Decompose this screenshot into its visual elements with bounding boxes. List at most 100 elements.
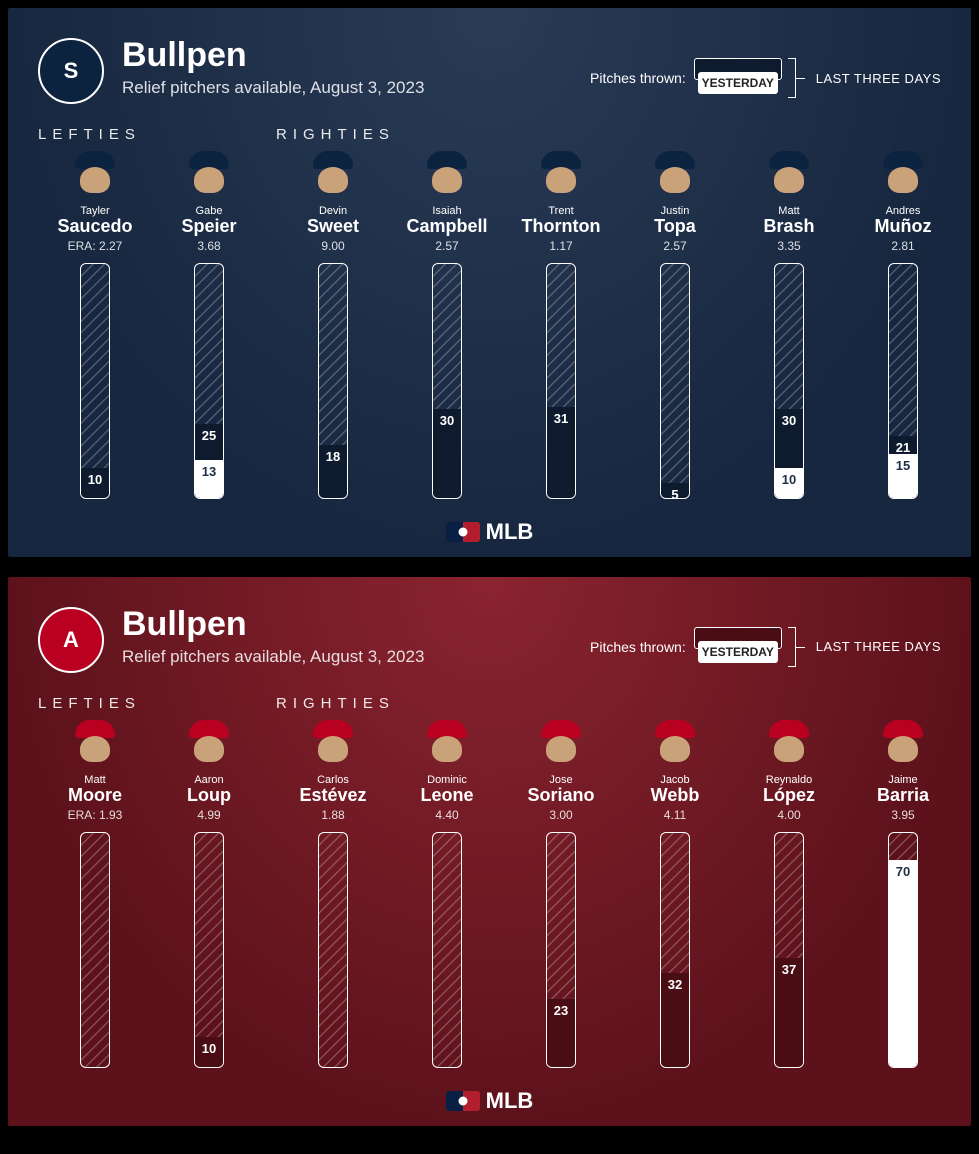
pitch-bar: 30 10 <box>774 263 804 499</box>
player-card: Aaron Loup 4.99 10 <box>152 718 266 1068</box>
bar-yesterday-value: 13 <box>202 464 216 479</box>
player-card: Carlos Estévez 1.88 <box>276 718 390 1068</box>
bar-yesterday-value: 15 <box>896 458 910 473</box>
bar-threeday-value: 30 <box>782 413 796 428</box>
player-last-name: Moore <box>68 786 122 806</box>
player-avatar <box>877 149 929 201</box>
bar-threeday-value: 23 <box>554 1003 568 1018</box>
player-card: Gabe Speier 3.68 25 13 <box>152 149 266 499</box>
title-block: Bullpen Relief pitchers available, Augus… <box>122 607 424 667</box>
legend-yesterday-label: YESTERDAY <box>698 72 778 94</box>
bar-threeday: 18 <box>319 445 347 498</box>
player-stat: 2.57 <box>435 239 458 253</box>
player-avatar <box>649 718 701 770</box>
pitch-bar: 32 <box>660 832 690 1068</box>
bullpen-panel: A Bullpen Relief pitchers available, Aug… <box>8 577 971 1126</box>
player-card: Justin Topa 2.57 5 <box>618 149 732 499</box>
player-stat: 2.81 <box>891 239 914 253</box>
player-card: Matt Moore ERA: 1.93 <box>38 718 152 1068</box>
player-first-name: Carlos <box>317 774 349 786</box>
player-last-name: Thornton <box>522 217 601 237</box>
player-stat: 2.57 <box>663 239 686 253</box>
player-avatar <box>421 149 473 201</box>
player-avatar <box>307 718 359 770</box>
face-icon <box>80 167 110 193</box>
bar-threeday-value: 21 <box>896 440 910 455</box>
face-icon <box>194 736 224 762</box>
bar-threeday: 23 <box>547 999 575 1067</box>
player-card: Dominic Leone 4.40 <box>390 718 504 1068</box>
player-first-name: Jacob <box>660 774 689 786</box>
player-avatar <box>307 149 359 201</box>
face-icon <box>318 736 348 762</box>
title-block: Bullpen Relief pitchers available, Augus… <box>122 38 424 98</box>
player-first-name: Reynaldo <box>766 774 812 786</box>
player-last-name: Campbell <box>406 217 487 237</box>
players-row: Tayler Saucedo ERA: 2.27 10 Gabe Speier … <box>38 149 266 499</box>
player-card: Isaiah Campbell 2.57 30 <box>390 149 504 499</box>
face-icon <box>318 167 348 193</box>
player-stat: 4.40 <box>435 808 458 822</box>
player-avatar <box>535 149 587 201</box>
legend-pitches-label: Pitches thrown: <box>590 639 686 655</box>
bar-threeday-value: 18 <box>326 449 340 464</box>
team-abbrev: S <box>64 58 79 84</box>
player-last-name: Speier <box>181 217 236 237</box>
bar-threeday-value: 31 <box>554 411 568 426</box>
bar-yesterday: 70 <box>889 860 917 1067</box>
player-last-name: Estévez <box>299 786 366 806</box>
player-card: Matt Brash 3.35 30 10 <box>732 149 846 499</box>
player-stat: ERA: 1.93 <box>68 808 123 822</box>
player-last-name: López <box>763 786 815 806</box>
player-last-name: Leone <box>420 786 473 806</box>
player-stat: 3.35 <box>777 239 800 253</box>
pitch-bar: 10 <box>194 832 224 1068</box>
face-icon <box>80 736 110 762</box>
players-row: Devin Sweet 9.00 18 Isaiah Campbell 2.57 <box>276 149 960 499</box>
legend-last3-label: LAST THREE DAYS <box>816 71 941 86</box>
righties-title: RIGHTIES <box>276 126 960 143</box>
player-card: Reynaldo López 4.00 37 <box>732 718 846 1068</box>
mlb-text: MLB <box>486 1088 534 1114</box>
players-row: Matt Moore ERA: 1.93 Aaron Loup 4.99 <box>38 718 266 1068</box>
team-logo: A <box>38 607 104 673</box>
panel-subtitle: Relief pitchers available, August 3, 202… <box>122 78 424 98</box>
mlb-text: MLB <box>486 519 534 545</box>
player-groups: LEFTIES Matt Moore ERA: 1.93 A <box>38 695 941 1068</box>
player-stat: 1.88 <box>321 808 344 822</box>
player-avatar <box>183 718 235 770</box>
bar-yesterday-value: 10 <box>782 472 796 487</box>
pitch-bar: 31 <box>546 263 576 499</box>
face-icon <box>194 167 224 193</box>
bar-threeday-value: 37 <box>782 962 796 977</box>
mlb-footer: MLB <box>38 1088 941 1114</box>
face-icon <box>432 167 462 193</box>
legend-swatch: YESTERDAY <box>694 58 782 98</box>
legend: Pitches thrown: YESTERDAY LAST THREE DAY… <box>590 627 941 667</box>
team-logo: S <box>38 38 104 104</box>
lefties-title: LEFTIES <box>38 126 266 143</box>
player-card: Tayler Saucedo ERA: 2.27 10 <box>38 149 152 499</box>
players-row: Carlos Estévez 1.88 Dominic Leone 4.40 <box>276 718 960 1068</box>
pitch-bar: 21 15 <box>888 263 918 499</box>
player-groups: LEFTIES Tayler Saucedo ERA: 2.27 10 <box>38 126 941 499</box>
bar-yesterday-value: 70 <box>896 864 910 879</box>
player-first-name: Matt <box>84 774 105 786</box>
player-card: Trent Thornton 1.17 31 <box>504 149 618 499</box>
player-avatar <box>877 718 929 770</box>
player-last-name: Webb <box>651 786 700 806</box>
pitch-bar <box>80 832 110 1068</box>
player-last-name: Topa <box>654 217 696 237</box>
player-avatar <box>649 149 701 201</box>
player-last-name: Barria <box>877 786 929 806</box>
bar-threeday: 5 <box>661 483 689 498</box>
face-icon <box>660 736 690 762</box>
panel-title: Bullpen <box>122 38 424 72</box>
player-card: Jacob Webb 4.11 32 <box>618 718 732 1068</box>
bar-yesterday: 15 <box>889 454 917 498</box>
player-last-name: Muñoz <box>875 217 932 237</box>
pitch-bar <box>318 832 348 1068</box>
player-stat: 3.00 <box>549 808 572 822</box>
legend-swatch: YESTERDAY <box>694 627 782 667</box>
bar-threeday: 32 <box>661 973 689 1067</box>
